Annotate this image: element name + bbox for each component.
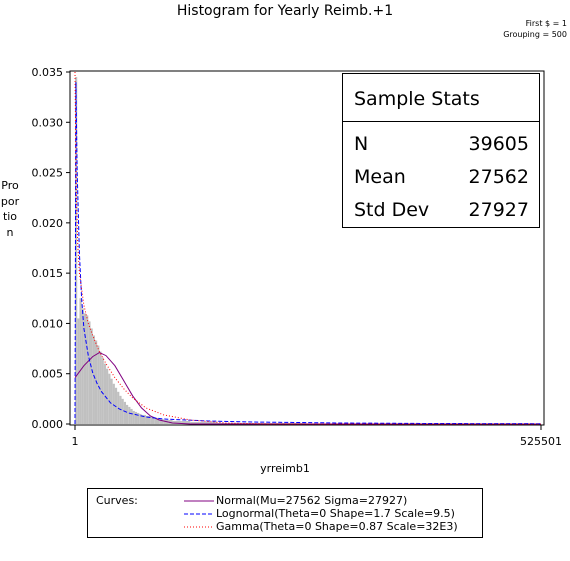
histogram-bar: [77, 318, 80, 424]
histogram-bar: [199, 421, 209, 424]
histogram-bars: [75, 77, 344, 425]
x-axis-ticks: 1 525501: [72, 425, 562, 448]
histogram-bar: [90, 328, 93, 424]
histogram-bar: [137, 412, 140, 424]
histogram-bar: [159, 418, 164, 424]
histogram-bar: [123, 401, 126, 424]
y-tick-label: 0.025: [32, 167, 64, 180]
y-tick-label: 0.010: [32, 317, 64, 330]
curve-normal: [74, 352, 541, 425]
legend-title: Curves:: [96, 494, 138, 507]
stat-value: 39605: [468, 133, 529, 155]
histogram-bar: [121, 398, 124, 424]
histogram-bar: [181, 420, 191, 424]
y-tick-label: 0.035: [32, 66, 64, 79]
histogram-bar: [112, 383, 115, 424]
histogram-bar: [141, 414, 146, 424]
histogram-bar: [150, 416, 155, 424]
stat-row-std-dev: Std Dev 27927: [354, 199, 529, 223]
histogram-bar: [92, 335, 95, 424]
histogram-bar: [130, 408, 133, 424]
histogram-bar: [97, 345, 100, 424]
histogram-bar: [134, 411, 138, 424]
histogram-bar: [278, 422, 306, 424]
y-tick-label: 0.015: [32, 267, 64, 280]
sample-stats-box: Sample Stats N 39605 Mean 27562 Std Dev …: [342, 73, 540, 228]
histogram-bar: [79, 298, 82, 424]
histogram-bar: [114, 387, 118, 424]
curve-gamma: [74, 71, 541, 425]
plot-frame: [69, 70, 545, 426]
histogram-bar: [110, 378, 113, 424]
y-axis-label: Proportion: [0, 179, 20, 239]
histogram-bar: [101, 357, 104, 424]
histogram-bar: [125, 404, 129, 424]
histogram-bar: [103, 363, 107, 424]
curve-lognormal: [74, 82, 542, 425]
histogram-bar: [99, 351, 102, 424]
legend-swatch-gamma: [184, 526, 214, 528]
y-tick-label: 0.020: [32, 217, 64, 230]
histogram-bar: [132, 410, 135, 424]
histogram-bar: [190, 421, 200, 424]
y-tick-label: 0.005: [32, 368, 64, 381]
legend-label: Lognormal(Theta=0 Shape=1.7 Scale=9.5): [216, 507, 455, 520]
histogram-bar: [108, 373, 111, 424]
histogram-bar: [154, 417, 160, 424]
x-tick-label: 525501: [520, 435, 562, 448]
histogram-bar: [83, 313, 87, 424]
grouping-note: Grouping = 500: [503, 30, 567, 39]
fitted-curves: [74, 71, 542, 425]
curves-legend: Curves: Normal(Mu=27562 Sigma=27927) Log…: [87, 488, 483, 538]
stat-row-mean: Mean 27562: [354, 166, 529, 190]
histogram-bar: [139, 413, 142, 424]
x-axis-label: yrreimb1: [260, 462, 310, 475]
histogram-bar: [128, 406, 131, 424]
histogram-bar: [208, 421, 217, 424]
histogram-bar: [86, 315, 89, 424]
stat-label: Mean: [354, 166, 406, 188]
chart-title: Histogram for Yearly Reimb.+1: [176, 3, 394, 19]
y-axis-ticks: 0.000 0.005 0.010 0.015 0.020 0.025 0.030 0.035: [32, 66, 70, 431]
histogram-bar: [81, 308, 84, 424]
first-dollar-note: First $ = 1: [525, 19, 567, 28]
histogram-bar: [252, 422, 279, 424]
stat-row-n: N 39605: [354, 133, 529, 157]
y-tick-label: 0.000: [32, 418, 64, 431]
stat-value: 27562: [468, 166, 529, 188]
legend-label: Gamma(Theta=0 Shape=0.87 Scale=32E3): [216, 520, 458, 533]
legend-label: Normal(Mu=27562 Sigma=27927): [216, 494, 408, 507]
histogram-bar: [145, 415, 151, 424]
stat-value: 27927: [468, 199, 529, 221]
stats-divider: [343, 121, 539, 122]
legend-swatch-lognormal: [184, 513, 214, 515]
legend-swatch-normal: [184, 500, 214, 502]
sample-stats-title: Sample Stats: [354, 88, 480, 110]
histogram-bar: [75, 77, 78, 425]
stat-label: N: [354, 133, 369, 155]
histogram-bar: [88, 321, 91, 424]
x-tick-label: 1: [72, 435, 79, 448]
histogram-bar: [172, 420, 182, 424]
histogram-bar: [106, 368, 109, 424]
histogram-bar: [168, 419, 173, 424]
y-tick-label: 0.030: [32, 116, 64, 129]
stat-label: Std Dev: [354, 199, 430, 221]
